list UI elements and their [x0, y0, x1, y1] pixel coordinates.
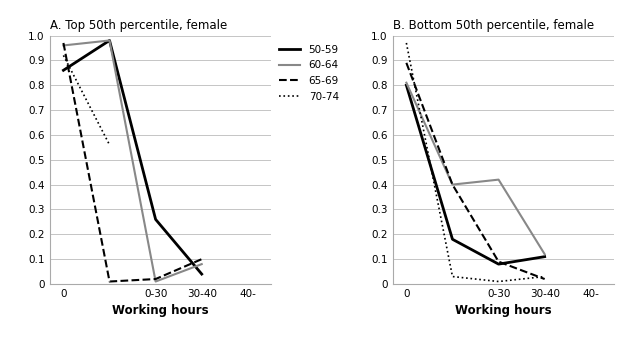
X-axis label: Working hours: Working hours: [455, 305, 551, 317]
Legend: 50-59, 60-64, 65-69, 70-74: 50-59, 60-64, 65-69, 70-74: [618, 40, 620, 106]
Legend: 50-59, 60-64, 65-69, 70-74: 50-59, 60-64, 65-69, 70-74: [275, 40, 343, 106]
X-axis label: Working hours: Working hours: [112, 305, 208, 317]
Text: B. Bottom 50th percentile, female: B. Bottom 50th percentile, female: [392, 18, 594, 32]
Text: A. Top 50th percentile, female: A. Top 50th percentile, female: [50, 18, 227, 32]
